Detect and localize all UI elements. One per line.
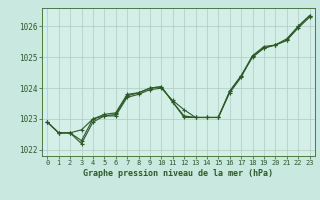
X-axis label: Graphe pression niveau de la mer (hPa): Graphe pression niveau de la mer (hPa): [84, 169, 273, 178]
